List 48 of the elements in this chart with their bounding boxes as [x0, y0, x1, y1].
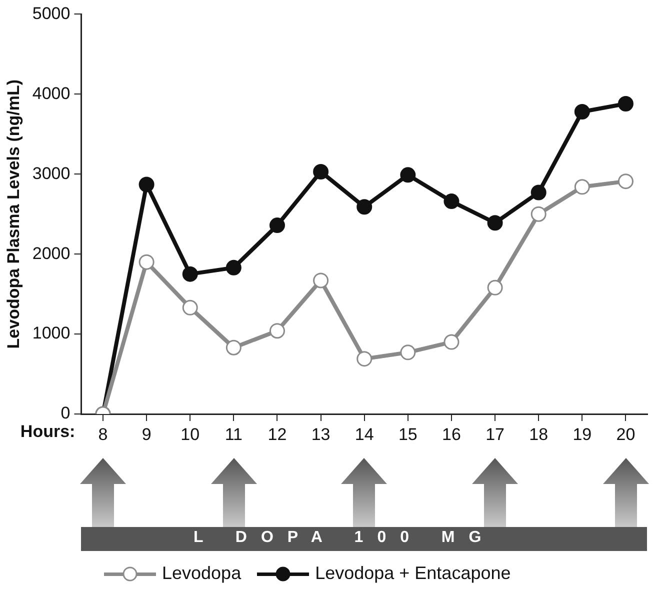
point: [226, 340, 242, 356]
x-tick-label: 17: [486, 424, 504, 444]
x-axis-title: Hours:: [20, 422, 76, 442]
point: [574, 104, 590, 120]
point: [182, 300, 198, 316]
point: [138, 254, 154, 270]
x-tick-label: 12: [268, 424, 287, 444]
y-tick-label: 2000: [32, 244, 70, 263]
y-tick-label: 1000: [32, 324, 70, 343]
point: [313, 272, 329, 288]
text: L DOPA 100 MG: [192, 529, 496, 547]
point: [487, 280, 503, 296]
x-tick-label: 20: [616, 424, 636, 444]
point: [530, 184, 546, 200]
point: [313, 164, 329, 180]
point: [400, 344, 416, 360]
legend-label: Levodopa + Entacapone: [315, 563, 511, 584]
point: [356, 199, 372, 215]
legend-label: Levodopa: [162, 563, 242, 584]
point: [444, 194, 460, 210]
x-tick-label: 19: [572, 424, 592, 444]
x-tick-label: 11: [224, 424, 243, 444]
y-tick-label: 0: [60, 404, 70, 423]
y-axis-title: Levodopa Plasma Levels (ng/mL): [4, 79, 23, 349]
point: [618, 174, 634, 190]
x-tick-label: 8: [98, 424, 108, 444]
x-tick-label: 10: [180, 424, 200, 444]
y-tick-label: 3000: [32, 164, 70, 183]
point: [487, 215, 503, 231]
point: [269, 218, 285, 234]
point: [138, 176, 154, 192]
x-tick-label: 18: [529, 424, 548, 444]
x-tick-label: 15: [398, 424, 418, 444]
point: [226, 260, 242, 276]
point: [269, 323, 285, 339]
x-tick-label: 9: [142, 424, 152, 444]
x-tick-label: 14: [354, 424, 374, 444]
y-tick-label: 5000: [32, 4, 70, 23]
point: [530, 206, 546, 222]
point: [618, 96, 634, 112]
point: [182, 266, 198, 282]
point: [574, 179, 590, 195]
x-tick-label: 13: [311, 424, 330, 444]
point: [356, 351, 372, 367]
x-tick-label: 16: [442, 424, 461, 444]
point: [400, 167, 416, 183]
y-tick-label: 4000: [32, 84, 70, 103]
point: [444, 334, 460, 350]
